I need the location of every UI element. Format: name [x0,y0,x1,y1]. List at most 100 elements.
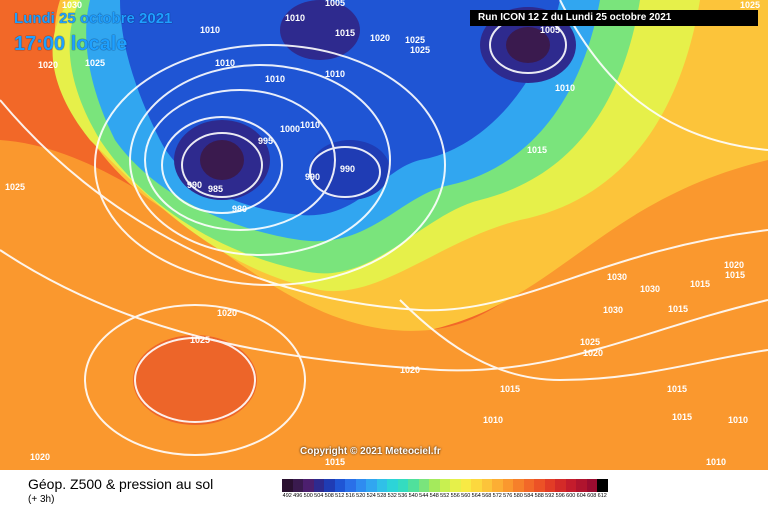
pressure-label: 1015 [325,457,345,467]
scale-cell [492,479,503,492]
pressure-label: 1015 [667,384,687,394]
pressure-label: 1015 [335,28,355,38]
pressure-label: 1025 [405,35,425,45]
scale-cell [460,479,471,492]
pressure-label: 990 [340,164,355,174]
scale-label: 532 [387,493,397,499]
pressure-label: 990 [187,180,202,190]
scale-label: 496 [293,493,303,499]
scale-label: 584 [524,493,534,499]
pressure-label: 1015 [527,145,547,155]
scale-label: 520 [356,493,366,499]
pressure-label: 1010 [200,25,220,35]
weather-map: 1030 1005 1010 1010 1015 1020 1025 1025 … [0,0,768,470]
scale-cell [555,479,566,492]
scale-cell [586,479,597,492]
pressure-label: 980 [232,204,247,214]
footer-subtitle: (+ 3h) [28,494,55,505]
pressure-label: 1025 [190,335,210,345]
pressure-label: 1015 [668,304,688,314]
scale-cell [544,479,555,492]
pressure-label: 1030 [603,305,623,315]
scale-cell [471,479,482,492]
pressure-label: 985 [208,184,223,194]
scale-cell [345,479,356,492]
pressure-label: 1010 [285,13,305,23]
scale-cell [397,479,408,492]
scale-label: 552 [440,493,450,499]
scale-cell [502,479,513,492]
pressure-label: 1025 [740,0,760,10]
color-scale-labels: 492 496 500 504 508 512 516 520 524 528 532 536 540 5… [282,493,608,499]
scale-cell [387,479,398,492]
scale-cell [408,479,419,492]
scale-label: 492 [282,493,292,499]
pressure-label: 1020 [370,33,390,43]
pressure-label: 1030 [607,272,627,282]
low-north [280,0,360,60]
scale-cell [597,479,608,492]
pressure-label: 1000 [280,124,300,134]
scale-label: 588 [534,493,544,499]
pressure-label: 1015 [672,412,692,422]
scale-cell [429,479,440,492]
scale-cell [355,479,366,492]
scale-label: 560 [461,493,471,499]
scale-cell [376,479,387,492]
pressure-label-group: 1030 1005 1010 1010 1015 1020 1025 1025 … [5,0,760,467]
scale-cell [334,479,345,492]
scale-cell [418,479,429,492]
scale-cell [439,479,450,492]
pressure-label: 1020 [30,452,50,462]
date-label: Lundi 25 octobre 2021 [14,10,173,27]
pressure-label: 1020 [724,260,744,270]
scale-cell [324,479,335,492]
high-azores [133,335,257,425]
time-label: 17:00 locale [14,33,128,55]
scale-label: 536 [398,493,408,499]
pressure-label: 990 [305,172,320,182]
scale-cell [450,479,461,492]
pressure-label: 1005 [325,0,345,8]
pressure-label: 1010 [706,457,726,467]
scale-cell [292,479,303,492]
scale-label: 556 [450,493,460,499]
scale-label: 572 [492,493,502,499]
scale-label: 592 [545,493,555,499]
scale-cell [534,479,545,492]
scale-cell [282,479,293,492]
pressure-label: 1020 [583,348,603,358]
low-northeast-core [506,27,550,63]
scale-label: 580 [513,493,523,499]
isobars [0,0,768,456]
pressure-label: 1010 [325,69,345,79]
scale-label: 508 [324,493,334,499]
scale-label: 564 [471,493,481,499]
pressure-label: 1030 [640,284,660,294]
scale-label: 540 [408,493,418,499]
scale-label: 576 [503,493,513,499]
scale-label: 516 [345,493,355,499]
pressure-label: 995 [258,136,273,146]
pressure-label: 1015 [690,279,710,289]
scale-label: 596 [555,493,565,499]
scale-label: 528 [377,493,387,499]
scale-cell [481,479,492,492]
color-scale-bar [282,479,608,492]
pressure-label: 1030 [62,0,82,10]
scale-label: 524 [366,493,376,499]
pressure-label: 1010 [215,58,235,68]
pressure-label: 1010 [300,120,320,130]
scale-cell [565,479,576,492]
scale-label: 500 [303,493,313,499]
scale-cell [576,479,587,492]
pressure-label: 1010 [728,415,748,425]
scale-label: 568 [482,493,492,499]
scale-label: 604 [576,493,586,499]
footer-title: Géop. Z500 & pression au sol [28,476,214,492]
scale-label: 548 [429,493,439,499]
pressure-label: 1010 [483,415,503,425]
scale-label: 612 [597,493,607,499]
scale-label: 608 [587,493,597,499]
low-iceland-core [200,140,244,180]
